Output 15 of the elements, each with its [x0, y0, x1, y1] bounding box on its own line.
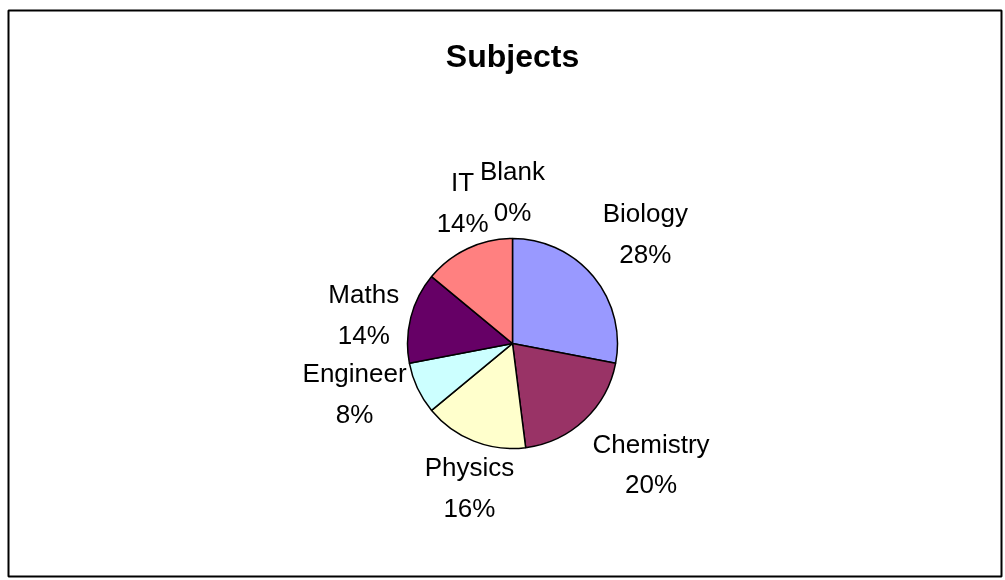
category-label: Blank [479, 156, 546, 186]
chart-title: Subjects [445, 37, 580, 74]
slice-label: Maths [328, 279, 400, 310]
text: 0% [493, 196, 532, 227]
slice-label: Biology [602, 198, 688, 229]
slice-label: Chemistry [592, 428, 710, 459]
slice-label: Engineer [302, 358, 407, 389]
data-label: 14% [436, 207, 489, 238]
slice-label: Physics [424, 452, 515, 483]
data-label: 16% [443, 492, 496, 523]
data-label: 20% [625, 469, 678, 500]
data-label: 8% [335, 398, 374, 429]
data-label: 28% [619, 238, 672, 269]
slice-label: IT [451, 167, 475, 198]
data-label: 14% [337, 319, 390, 350]
